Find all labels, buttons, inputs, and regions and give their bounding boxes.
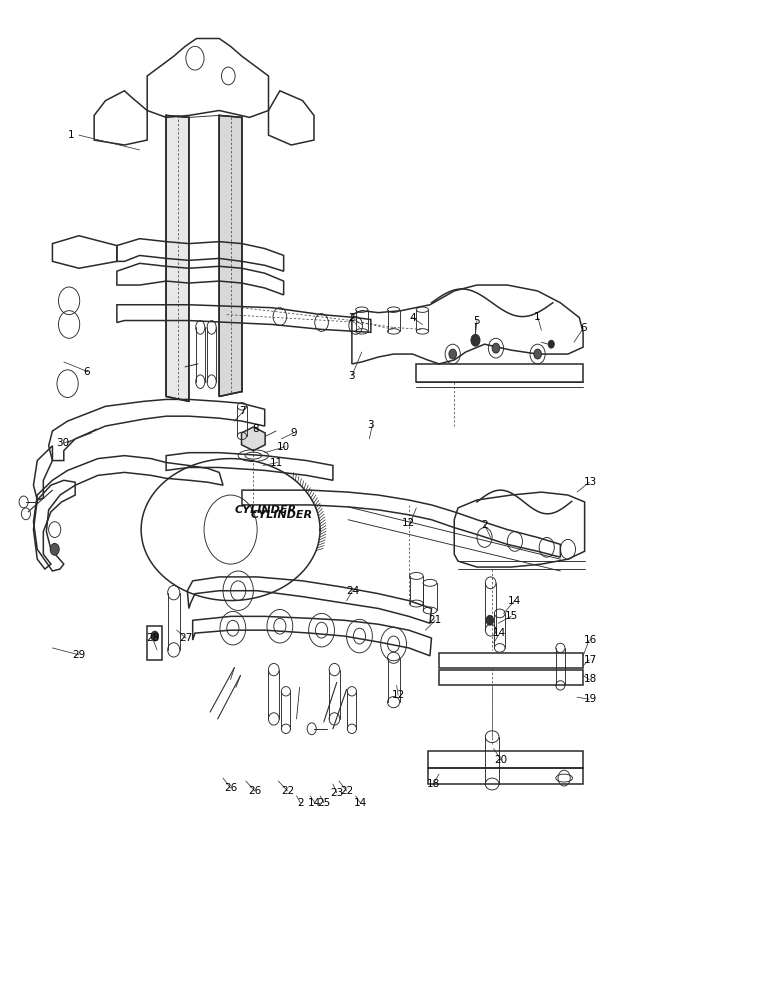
- Text: 18: 18: [426, 779, 439, 789]
- Text: 12: 12: [391, 690, 405, 700]
- Circle shape: [492, 343, 499, 353]
- Text: 7: 7: [239, 406, 245, 416]
- Text: 30: 30: [56, 438, 69, 448]
- Text: 22: 22: [281, 786, 294, 796]
- Text: 14: 14: [508, 596, 522, 606]
- Polygon shape: [242, 427, 265, 451]
- Circle shape: [151, 631, 158, 641]
- Text: 27: 27: [179, 633, 192, 643]
- Circle shape: [50, 543, 59, 555]
- Polygon shape: [219, 115, 242, 396]
- Circle shape: [449, 349, 456, 359]
- Text: 21: 21: [428, 615, 442, 625]
- Text: 14: 14: [493, 628, 506, 638]
- Text: 19: 19: [584, 694, 598, 704]
- Text: 18: 18: [584, 674, 598, 684]
- Text: 26: 26: [224, 783, 237, 793]
- Text: 25: 25: [317, 798, 330, 808]
- Text: 12: 12: [402, 518, 415, 528]
- Text: 3: 3: [367, 420, 374, 430]
- Text: 3: 3: [349, 371, 355, 381]
- Text: 11: 11: [269, 458, 283, 468]
- Text: 1: 1: [68, 130, 75, 140]
- Circle shape: [533, 349, 541, 359]
- Text: 29: 29: [73, 650, 86, 660]
- Circle shape: [471, 334, 480, 346]
- Text: 16: 16: [584, 635, 598, 645]
- Text: 13: 13: [584, 477, 598, 487]
- Text: 20: 20: [495, 755, 508, 765]
- Text: 15: 15: [504, 611, 518, 621]
- Text: 2: 2: [297, 798, 303, 808]
- Text: 24: 24: [346, 586, 359, 596]
- Text: 2: 2: [349, 313, 355, 323]
- Polygon shape: [166, 115, 189, 401]
- Text: 26: 26: [249, 786, 262, 796]
- Text: 6: 6: [580, 323, 587, 333]
- Circle shape: [548, 340, 554, 348]
- Text: CYLINDER: CYLINDER: [251, 510, 313, 520]
- Text: 6: 6: [83, 367, 90, 377]
- Text: 14: 14: [354, 798, 367, 808]
- Text: CYLINDER: CYLINDER: [235, 505, 296, 515]
- Text: 1: 1: [534, 312, 541, 322]
- Text: 22: 22: [340, 786, 354, 796]
- Text: 17: 17: [584, 655, 598, 665]
- Text: 28: 28: [146, 633, 159, 643]
- Text: 5: 5: [474, 316, 480, 326]
- Text: 2: 2: [481, 520, 488, 530]
- Text: 10: 10: [277, 442, 290, 452]
- Text: 23: 23: [330, 788, 344, 798]
- Text: 9: 9: [290, 428, 296, 438]
- Circle shape: [486, 615, 493, 625]
- Text: 14: 14: [308, 798, 321, 808]
- Text: 4: 4: [409, 313, 416, 323]
- Text: 8: 8: [252, 424, 259, 434]
